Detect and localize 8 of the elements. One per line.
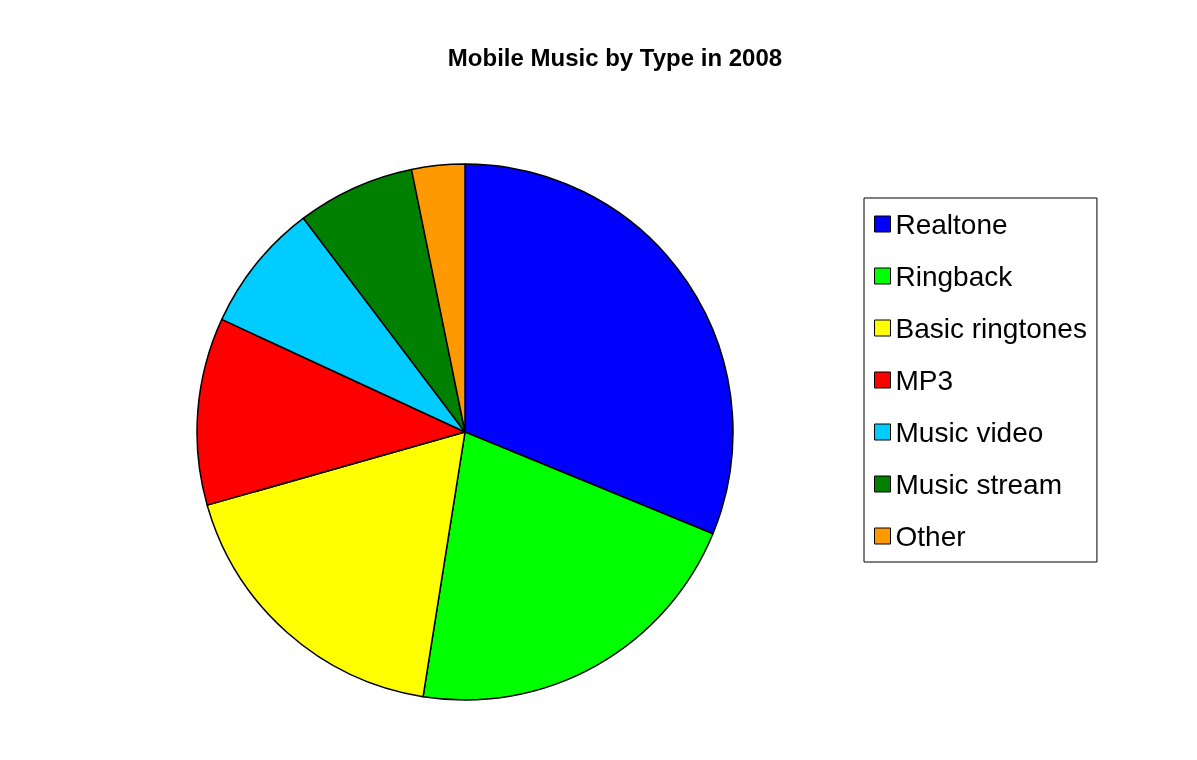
legend-label: Ringback (895, 260, 1014, 292)
chart-title: Mobile Music by Type in 2008 (447, 43, 783, 71)
legend-label: Realtone (895, 208, 1008, 240)
legend-label: Basic ringtones (895, 312, 1087, 344)
legend-label: MP3 (895, 364, 954, 396)
legend-label: Music stream (895, 468, 1062, 500)
legend-label: Other (895, 520, 966, 552)
legend-label: Music video (895, 416, 1044, 448)
